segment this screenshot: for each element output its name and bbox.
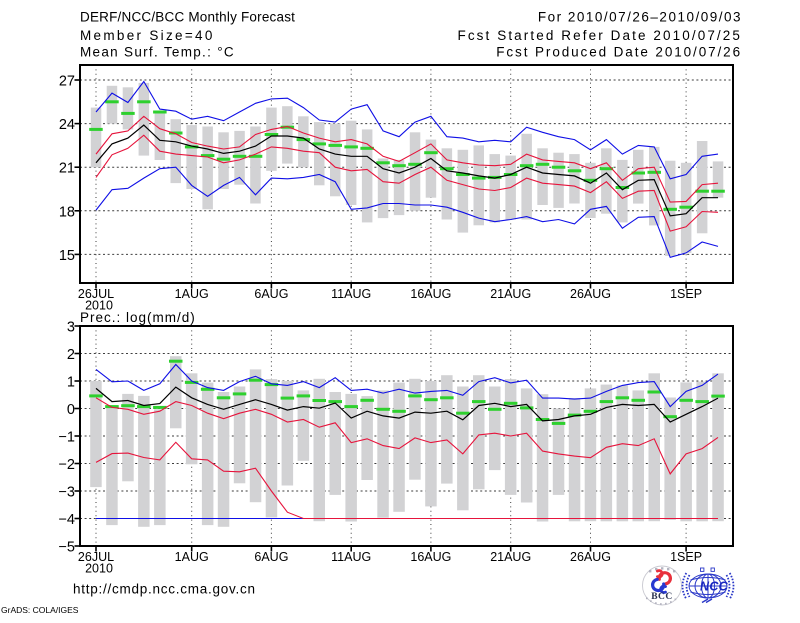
svg-text:26JUL: 26JUL [78,550,114,564]
svg-text:2010: 2010 [85,562,113,576]
svg-text:1AUG: 1AUG [175,550,209,564]
svg-text:26JUL: 26JUL [78,287,114,301]
svg-text:−5: −5 [58,540,75,556]
svg-text:2: 2 [67,347,75,363]
svg-text:0: 0 [67,402,75,418]
svg-text:21AUG: 21AUG [490,287,531,301]
svg-text:1SEP: 1SEP [670,550,702,564]
svg-text:26AUG: 26AUG [570,550,611,564]
svg-text:18: 18 [59,204,75,220]
svg-text:1AUG: 1AUG [175,287,209,301]
svg-text:16AUG: 16AUG [410,287,451,301]
svg-text:−2: −2 [58,457,75,473]
svg-text:24: 24 [59,117,75,133]
svg-text:BCC: BCC [651,592,673,602]
svg-text:GrADS: COLA/IGES: GrADS: COLA/IGES [1,605,79,615]
svg-text:−4: −4 [58,512,75,528]
svg-text:−3: −3 [58,485,75,501]
svg-text:Fcst Started Refer Date 2010/0: Fcst Started Refer Date 2010/07/25 [457,28,742,43]
svg-text:−1: −1 [58,430,75,446]
svg-text:11AUG: 11AUG [331,287,371,301]
svg-text:6AUG: 6AUG [254,550,288,564]
svg-text:2010: 2010 [85,299,113,313]
svg-text:6AUG: 6AUG [254,287,288,301]
svg-text:For 2010/07/26–2010/09/03: For 2010/07/26–2010/09/03 [538,10,742,25]
svg-text:3: 3 [67,320,75,336]
svg-text:26AUG: 26AUG [570,287,611,301]
svg-text:NCC: NCC [700,580,729,594]
svg-text:1: 1 [67,375,75,391]
svg-text:1SEP: 1SEP [670,287,702,301]
svg-text:11AUG: 11AUG [331,550,371,564]
svg-text:16AUG: 16AUG [410,550,451,564]
svg-text:21: 21 [59,161,75,177]
svg-text:15: 15 [59,248,75,264]
svg-text:Mean Surf. Temp.: °C: Mean Surf. Temp.: °C [80,45,235,60]
svg-text:21AUG: 21AUG [490,550,531,564]
svg-text:Prec.: log(mm/d): Prec.: log(mm/d) [80,310,196,325]
svg-text:http://cmdp.ncc.cma.gov.cn: http://cmdp.ncc.cma.gov.cn [73,582,256,597]
svg-text:DERF/NCC/BCC Monthly Forecast: DERF/NCC/BCC Monthly Forecast [80,10,295,25]
svg-text:27: 27 [59,74,75,90]
svg-text:Member Size=40: Member Size=40 [80,28,215,43]
svg-text:Fcst Produced Date 2010/07/26: Fcst Produced Date 2010/07/26 [496,45,742,60]
